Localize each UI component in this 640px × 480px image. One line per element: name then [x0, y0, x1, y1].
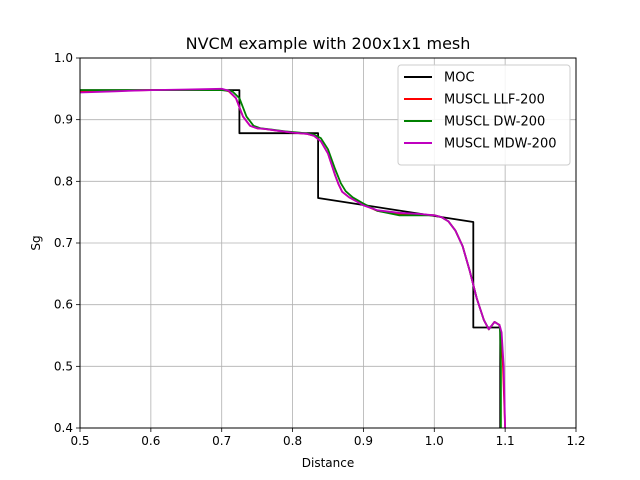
legend-box [397, 64, 571, 166]
x-axis-label: Distance [302, 456, 354, 470]
x-tick-label: 0.8 [283, 434, 302, 448]
y-tick-label: 0.9 [54, 113, 73, 127]
legend-label: MOC [444, 71, 475, 86]
y-axis-label: Sg [29, 235, 43, 250]
legend-label: MUSCL DW-200 [444, 115, 545, 130]
y-tick-label: 1.0 [54, 51, 73, 65]
chart-title: NVCM example with 200x1x1 mesh [186, 34, 471, 53]
x-tick-label: 0.7 [212, 434, 231, 448]
x-tick-label: 1.0 [425, 434, 444, 448]
legend: MOC MUSCL LLF-200 MUSCL DW-200 MUSCL MDW-20… [397, 64, 571, 166]
series-line-muscl-mdw-200 [80, 87, 506, 428]
x-tick-label: 0.6 [141, 434, 160, 448]
x-tick-label: 1.2 [566, 434, 585, 448]
y-tick-label: 0.6 [54, 298, 73, 312]
y-tick-label: 0.8 [54, 174, 73, 188]
y-tick-label: 0.4 [54, 421, 73, 435]
legend-label: MUSCL LLF-200 [444, 93, 545, 108]
legend-label: MUSCL MDW-200 [444, 137, 557, 152]
x-tick-label: 0.9 [354, 434, 373, 448]
y-tick-label: 0.5 [54, 359, 73, 373]
x-tick-label: 1.1 [496, 434, 515, 448]
x-tick-label: 0.5 [70, 434, 89, 448]
axis-ticks: 0.5 0.6 0.7 0.8 0.9 1.0 1.1 1.20.40.50.60.70.80… [54, 51, 586, 448]
y-tick-label: 0.7 [54, 236, 73, 250]
series-lines [80, 87, 506, 428]
